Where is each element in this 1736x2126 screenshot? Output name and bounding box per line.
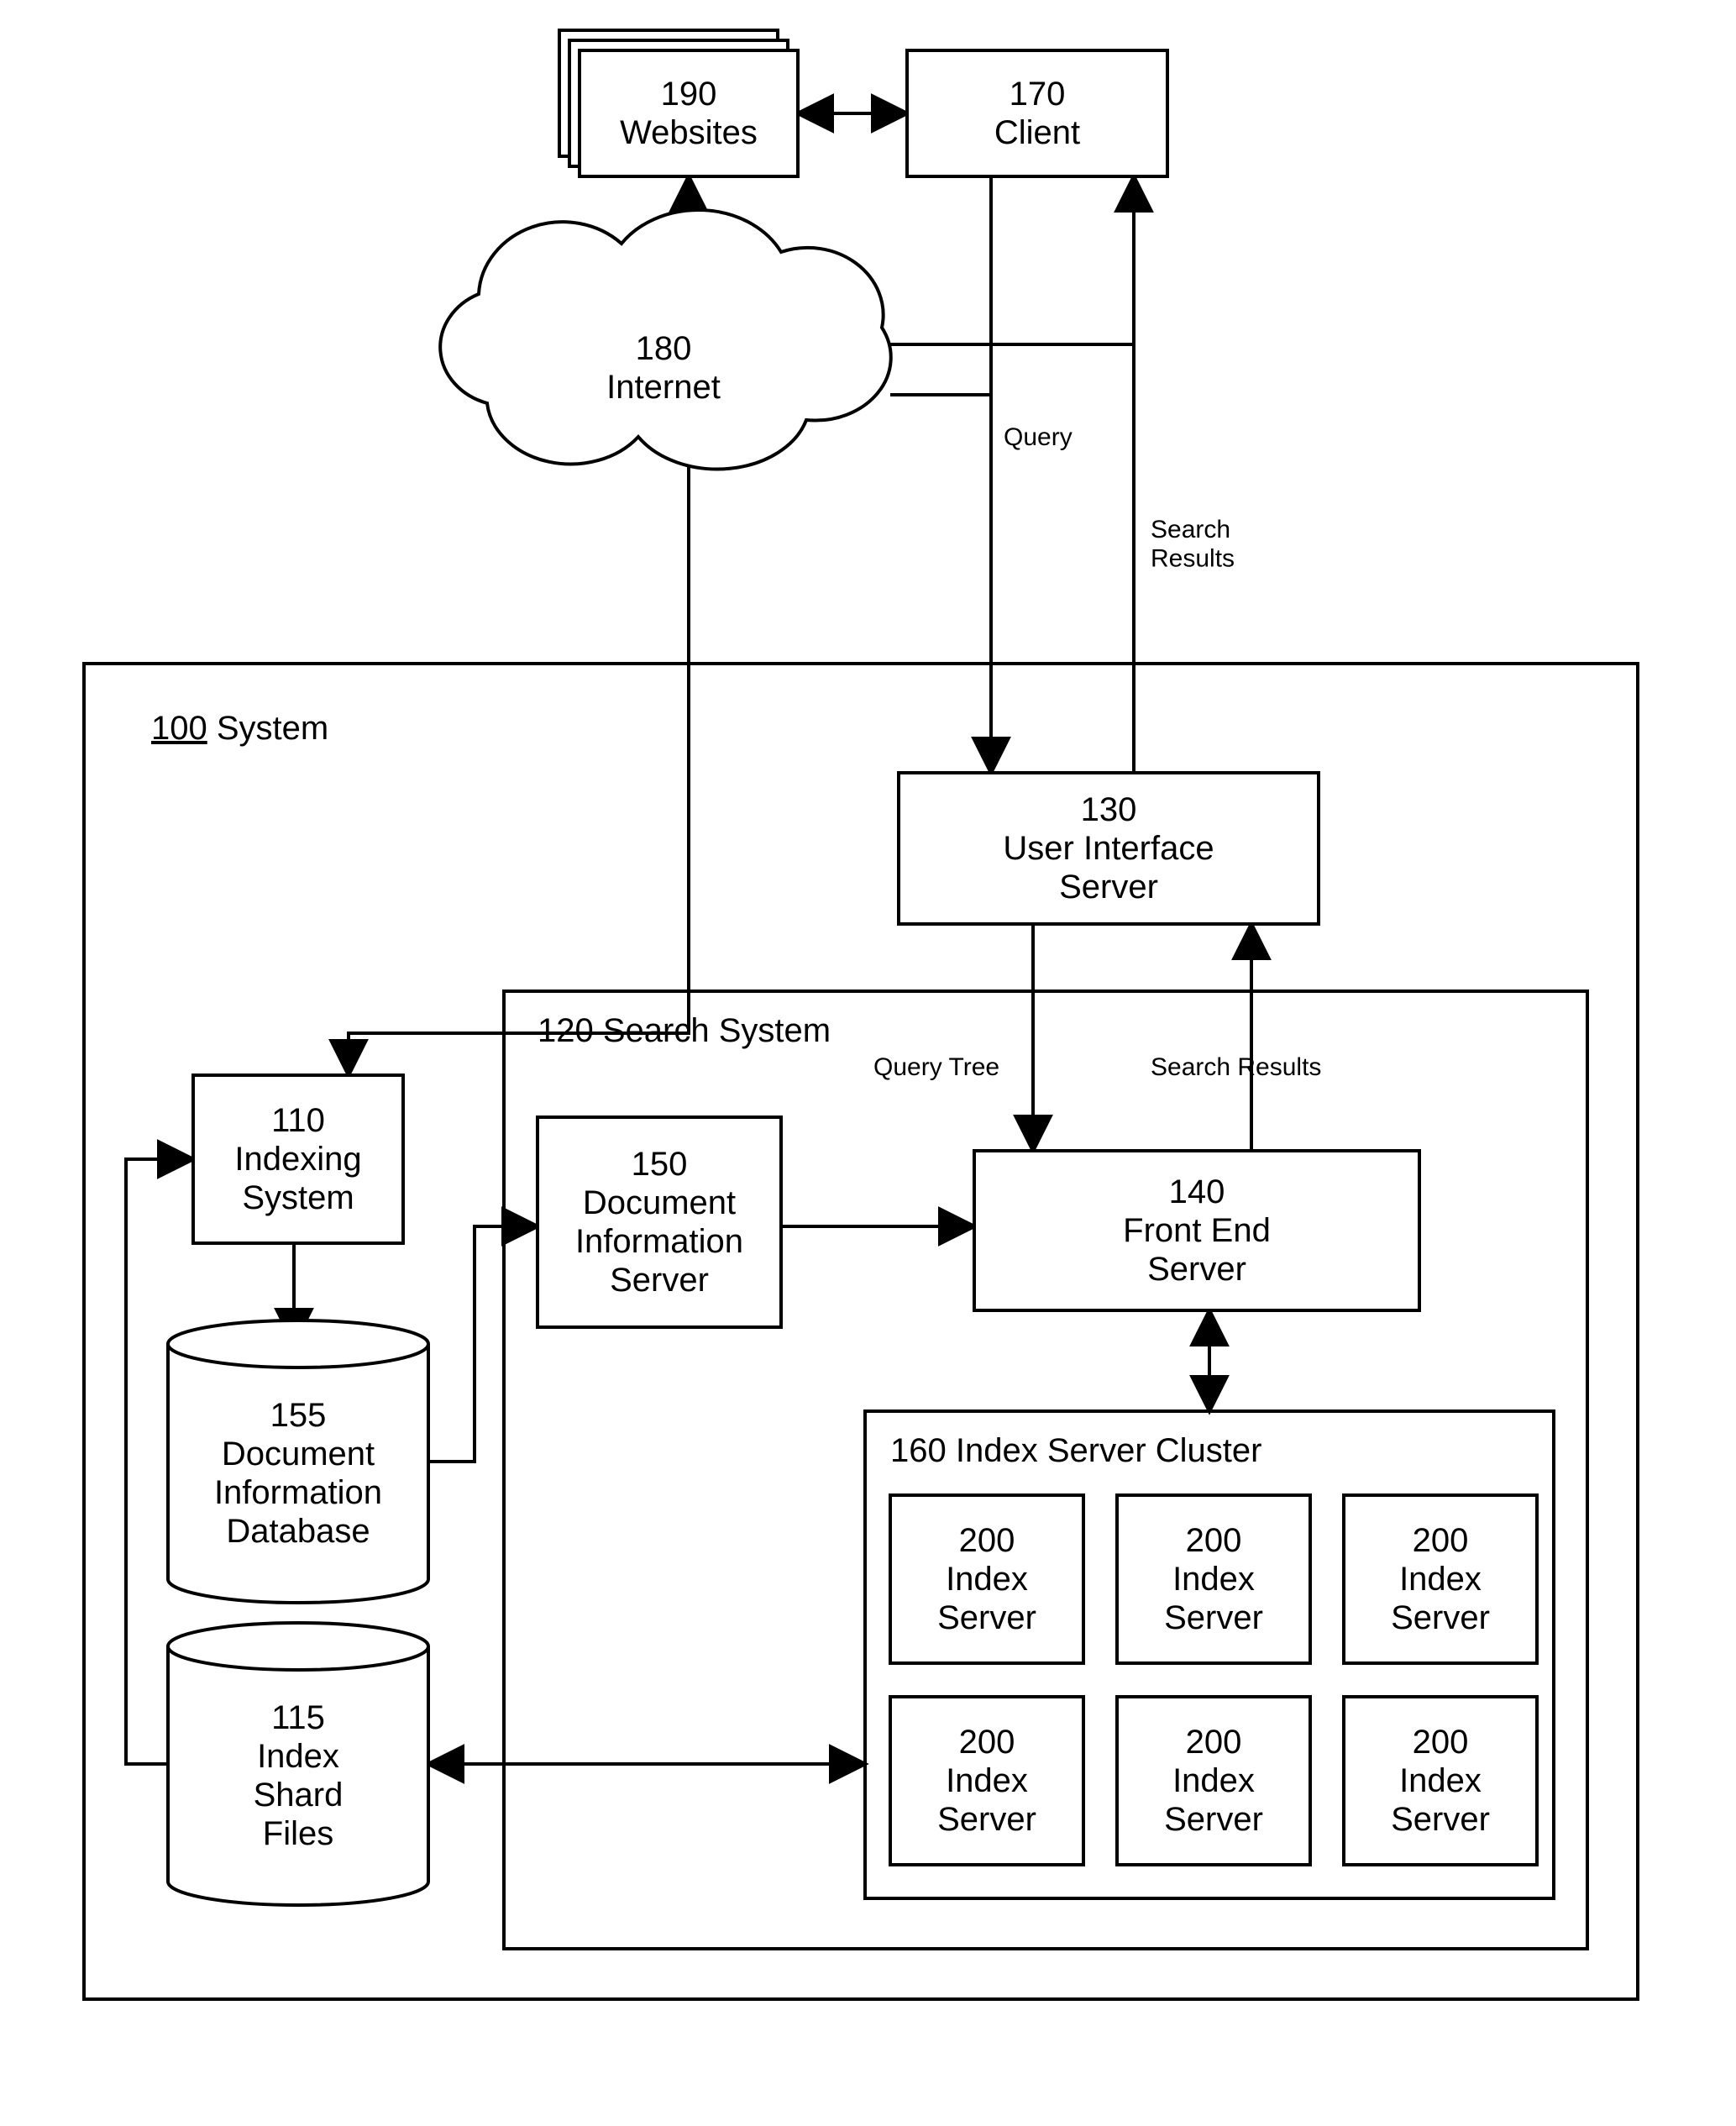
node-db115: 115IndexShardFiles (168, 1623, 428, 1905)
architecture-diagram: 100 System 120 Search System 160 Index Ser… (0, 0, 1736, 2126)
edge-cloud-indexing (349, 454, 689, 1075)
cluster-item: 200IndexServer (890, 1495, 1083, 1663)
container-label-system: 100 System (151, 710, 328, 747)
cluster-item: 200IndexServer (1117, 1495, 1310, 1663)
node-websites: 190Websites (559, 30, 798, 176)
node-front_end: 140Front EndServer (974, 1151, 1419, 1310)
node-ui_server: 130User InterfaceServer (899, 773, 1319, 924)
edge-2 (890, 176, 1134, 344)
edge-label-3: Query (1004, 423, 1073, 451)
node-doc_info: 150DocumentInformationServer (538, 1117, 781, 1327)
node-internet: 180Internet (440, 210, 891, 470)
cluster-item: 200IndexServer (1344, 1697, 1537, 1865)
container-label-search-system: 120 Search System (538, 1012, 831, 1049)
cluster-item: 200IndexServer (1117, 1697, 1310, 1865)
node-indexing: 110IndexingSystem (193, 1075, 403, 1243)
edge-1 (890, 176, 991, 395)
cluster-item: 200IndexServer (1344, 1495, 1537, 1663)
cluster-item: 200IndexServer (890, 1697, 1083, 1865)
edge-label-4: SearchResults (1151, 516, 1235, 573)
node-client: 170Client (907, 50, 1167, 176)
node-db155: 155DocumentInformationDatabase (168, 1320, 428, 1603)
container-label-cluster: 160 Index Server Cluster (890, 1432, 1261, 1469)
edge-label-6: Query Tree (873, 1053, 999, 1081)
edge-label-7: Search Results (1151, 1053, 1321, 1081)
edge-11 (428, 1226, 538, 1462)
